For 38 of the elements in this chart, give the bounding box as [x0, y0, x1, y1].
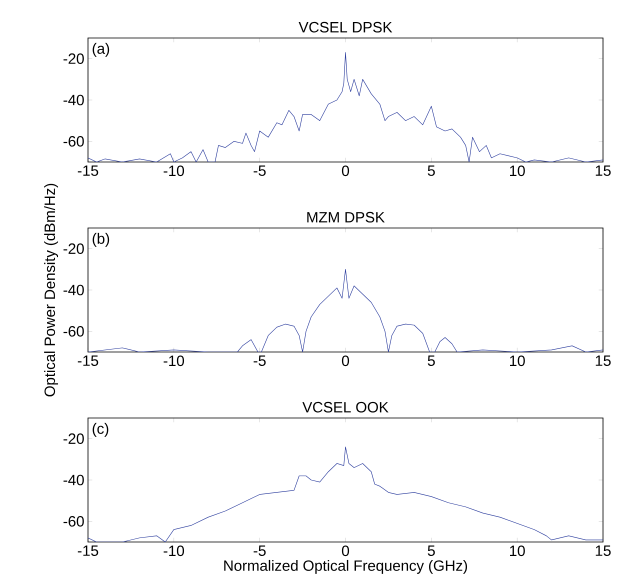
y-tick-label: -40	[64, 284, 84, 296]
y-tick-label: -40	[64, 94, 84, 106]
x-tick-label: 10	[510, 546, 525, 556]
x-tick-label: -10	[164, 356, 184, 366]
x-tick-label: -5	[254, 166, 266, 176]
x-tick-label: 5	[428, 166, 435, 176]
chart-title: VCSEL DPSK	[298, 22, 392, 32]
x-tick-label: 0	[342, 546, 350, 556]
x-tick-label: 5	[428, 546, 435, 556]
y-tick-label: -60	[64, 326, 84, 337]
x-tick-label: 0	[342, 356, 350, 366]
x-tick-label: 5	[428, 356, 435, 366]
chart-title: MZM DPSK	[307, 212, 385, 222]
x-tick-label: -10	[164, 546, 184, 556]
annotation: (c)	[92, 422, 108, 437]
x-tick-label: -5	[254, 356, 266, 366]
annotation: (b)	[92, 232, 110, 247]
y-tick-label: -40	[64, 474, 84, 486]
x-tick-label: 15	[596, 166, 611, 176]
x-tick-label: -15	[78, 356, 98, 366]
x-tick-label: -15	[78, 546, 98, 556]
x-tick-label: 10	[510, 166, 525, 176]
x-tick-label: 10	[510, 356, 525, 366]
x-tick-label: -5	[254, 546, 266, 556]
x-tick-label: 0	[342, 166, 350, 176]
y-tick-label: -20	[64, 433, 84, 444]
y-axis-title: Optical Power Density (dBm/Hz)	[44, 184, 58, 396]
y-tick-label: -20	[64, 243, 84, 254]
x-axis-title: Normalized Optical Frequency (GHz)	[224, 560, 468, 574]
chart-title: VCSEL OOK	[302, 402, 389, 412]
x-tick-label: 15	[596, 546, 611, 556]
x-tick-label: -10	[164, 166, 184, 176]
annotation: (a)	[92, 42, 110, 57]
x-tick-label: -15	[78, 166, 98, 176]
y-tick-label: -20	[64, 53, 84, 64]
x-tick-label: 15	[596, 356, 611, 366]
y-tick-label: -60	[64, 136, 84, 147]
y-tick-label: -60	[64, 516, 84, 527]
